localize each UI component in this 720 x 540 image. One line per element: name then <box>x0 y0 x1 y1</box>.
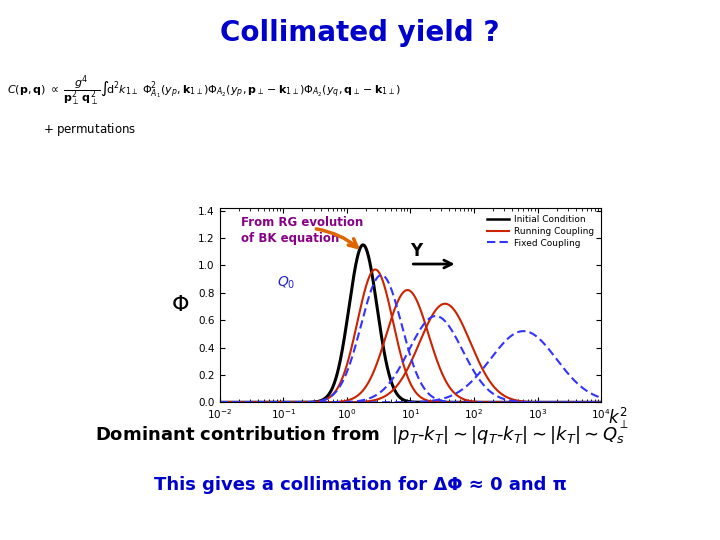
Text: $C(\mathbf{p},\mathbf{q})\;\propto\;\dfrac{g^4}{\mathbf{p}_\perp^2\,\mathbf{q}_\: $C(\mathbf{p},\mathbf{q})\;\propto\;\dfr… <box>7 73 401 108</box>
Text: $\Phi$: $\Phi$ <box>171 295 189 315</box>
Text: $k_{\perp}^2$: $k_{\perp}^2$ <box>608 406 630 431</box>
Legend: Initial Condition, Running Coupling, Fixed Coupling: Initial Condition, Running Coupling, Fix… <box>484 212 597 250</box>
Text: Dominant contribution from  $| p_T\text{-}k_T| \sim |q_T\text{-}k_T| \sim |k_T| : Dominant contribution from $| p_T\text{-… <box>95 424 625 446</box>
Text: Y: Y <box>410 242 423 260</box>
Text: This gives a collimation for ΔΦ ≈ 0 and π: This gives a collimation for ΔΦ ≈ 0 and … <box>153 476 567 494</box>
Text: $Q_0$: $Q_0$ <box>277 275 295 292</box>
Text: From RG evolution
of BK equation: From RG evolution of BK equation <box>241 216 364 245</box>
Text: Collimated yield ?: Collimated yield ? <box>220 19 500 47</box>
Text: $+\;\mathrm{permutations}$: $+\;\mathrm{permutations}$ <box>43 122 137 138</box>
